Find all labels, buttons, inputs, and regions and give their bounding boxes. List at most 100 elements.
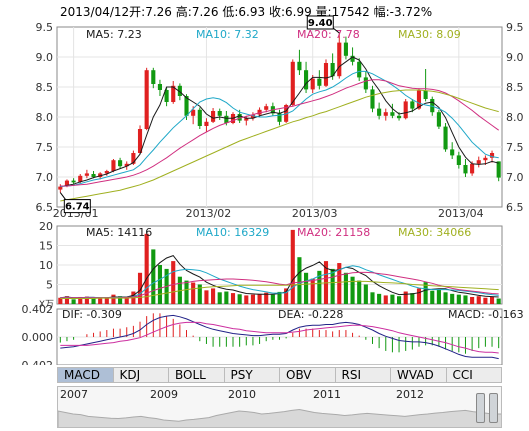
candle-body: [111, 160, 116, 171]
volume-bar: [64, 296, 70, 304]
candle-body: [290, 61, 295, 105]
header-change: -3.72%: [389, 5, 433, 19]
price-legend-ma5: MA5: 7.23: [86, 28, 142, 41]
low-annotation-label: 6.74: [65, 202, 90, 213]
candle-body: [64, 180, 70, 186]
volume-bar: [396, 296, 402, 304]
candle-body: [91, 174, 96, 177]
volume-bar: [456, 294, 461, 304]
volume-bar: [310, 278, 315, 304]
low-annotation-box: [63, 199, 91, 214]
volume-bar: [118, 296, 123, 304]
price-ytick-left: 6.5: [36, 201, 54, 214]
volume-bar: [104, 298, 109, 304]
volume-ytick-left: 10: [39, 259, 53, 272]
volume-bar: [78, 296, 83, 304]
macd-legend-macd: MACD: -0.163: [448, 308, 524, 321]
volume-bar: [357, 280, 362, 304]
volume-bar: [277, 291, 282, 304]
header-low: 6.93: [238, 5, 266, 19]
candle-body: [151, 70, 156, 84]
volume-bar: [270, 294, 275, 304]
candle-body: [496, 161, 501, 178]
candle-body: [157, 84, 163, 90]
candle-body: [124, 163, 129, 167]
candle-body: [470, 163, 475, 174]
candle-body: [118, 160, 123, 167]
volume-bar: [217, 292, 222, 304]
volume-bar: [84, 296, 89, 304]
volume-legend-ma10: MA10: 16329: [196, 226, 269, 239]
header-close: 6.99: [285, 5, 312, 19]
navigator-left-handle[interactable]: [476, 393, 485, 423]
candle-body: [450, 149, 455, 156]
nav-year-2007: 2007: [60, 388, 88, 401]
candle-body: [350, 55, 355, 62]
macd-dif-line: [60, 314, 499, 360]
tab-psy[interactable]: PSY: [225, 368, 280, 382]
candle-body: [410, 101, 415, 109]
tab-kdj[interactable]: KDJ: [114, 368, 169, 382]
price-ytick-right: 8.0: [506, 111, 524, 124]
tab-macd[interactable]: MACD: [58, 368, 114, 382]
candle-body: [396, 115, 402, 119]
volume-bar: [250, 294, 255, 304]
candle-body: [98, 173, 103, 177]
volume-bar: [237, 294, 242, 304]
header-open-label: 开:: [129, 5, 146, 19]
candle-body: [204, 121, 209, 126]
volume-bar: [191, 282, 196, 304]
navigator-area: [58, 408, 501, 427]
price-xtick-label: 2013/02: [186, 207, 232, 220]
candle-body: [363, 77, 368, 90]
candle-body: [337, 42, 342, 77]
volume-bar: [171, 261, 176, 304]
volume-bar: [211, 288, 216, 304]
tab-obv[interactable]: OBV: [280, 368, 336, 382]
candle-body: [71, 180, 76, 183]
volume-bar: [244, 295, 249, 304]
candle-body: [463, 165, 468, 174]
volume-bar: [343, 272, 348, 304]
header-change-label: 幅:: [373, 5, 390, 19]
price-xtick-label: 2013/03: [292, 207, 338, 220]
price-ma10-line: [60, 70, 499, 188]
volume-bar: [423, 282, 428, 304]
candle-body: [370, 89, 375, 109]
volume-bar: [98, 298, 103, 304]
tab-cci[interactable]: CCI: [452, 368, 473, 382]
tab-wvad[interactable]: WVAD: [391, 368, 447, 382]
candle-body: [177, 85, 182, 96]
volume-bar: [304, 272, 309, 304]
high-annotation-label: 9.40: [308, 18, 333, 29]
candle-body: [264, 106, 269, 110]
volume-bar: [71, 299, 76, 304]
tab-boll[interactable]: BOLL: [169, 368, 225, 382]
high-annotation-box: [306, 15, 334, 30]
price-ytick-right: 6.5: [506, 201, 524, 214]
candle-body: [104, 171, 109, 174]
tab-rsi[interactable]: RSI: [336, 368, 391, 382]
stock-header: 2013/04/12开:7.26 高:7.26 低:6.93 收:6.99 量:…: [60, 3, 432, 20]
candle-body: [237, 114, 242, 121]
candle-body: [244, 118, 249, 121]
navigator-right-handle[interactable]: [489, 393, 498, 423]
candle-body: [377, 108, 382, 116]
candle-body: [164, 90, 169, 102]
volume-bar: [284, 288, 289, 304]
candle-body: [317, 78, 322, 86]
header-date: 2013/04/12: [60, 5, 130, 19]
time-navigator[interactable]: 2007 2009 2010 2011 2012: [57, 386, 502, 428]
indicator-tabs: MACD KDJ BOLL PSY OBV RSI WVAD CCI: [57, 367, 502, 383]
price-ytick-left: 8.5: [36, 81, 54, 94]
volume-bar: [124, 296, 129, 304]
nav-year-2009: 2009: [150, 388, 178, 401]
macd-legend-dea: DEA: -0.228: [278, 308, 343, 321]
candle-body: [416, 90, 422, 109]
candle-body: [277, 113, 282, 122]
header-close-label: 收:: [268, 5, 285, 19]
candle-body: [390, 112, 395, 116]
price-ytick-left: 7.5: [36, 141, 54, 154]
macd-ytick-left: 0.402: [22, 303, 54, 316]
candle-body: [323, 63, 329, 86]
